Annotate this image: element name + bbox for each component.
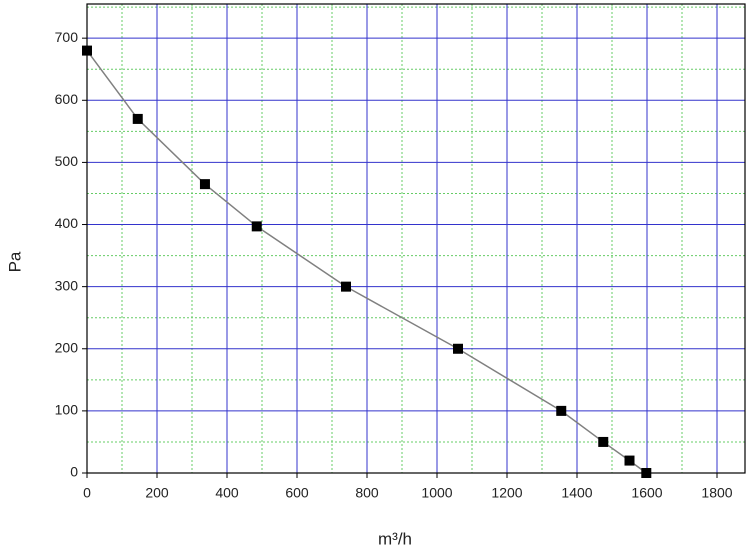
x-axis-label: m³/h — [378, 529, 412, 548]
x-tick-label: 1400 — [561, 485, 592, 501]
x-tick-label: 200 — [145, 485, 169, 501]
y-axis-label: Pa — [5, 251, 24, 272]
curve — [86, 50, 647, 474]
point — [453, 343, 463, 354]
point — [82, 45, 92, 56]
y-tick-label: 700 — [55, 29, 79, 45]
y-tick-label: 400 — [55, 215, 79, 231]
plot-frame — [86, 3, 746, 474]
point — [624, 455, 635, 466]
point — [556, 405, 567, 416]
x-tick-label: 800 — [355, 485, 379, 501]
y-tick-label: 600 — [55, 91, 79, 107]
x-tick-label: 600 — [285, 485, 309, 501]
x-tick-label: 1200 — [491, 485, 522, 501]
point — [341, 281, 351, 292]
y-tick-label: 300 — [55, 277, 79, 293]
point — [132, 113, 143, 124]
x-tick-label: 0 — [83, 485, 91, 501]
x-tick-label: 1600 — [631, 485, 662, 501]
point — [641, 468, 652, 478]
point — [598, 436, 609, 447]
y-tick-label: 100 — [55, 402, 79, 418]
x-tick-label: 400 — [215, 485, 239, 501]
point — [199, 179, 210, 190]
y-tick-label: 500 — [55, 153, 79, 169]
x-tick-label: 1800 — [701, 485, 732, 501]
y-tick-label: 0 — [70, 464, 78, 480]
point — [251, 221, 262, 232]
x-tick-label: 1000 — [421, 485, 452, 501]
y-tick-label: 200 — [55, 339, 79, 355]
